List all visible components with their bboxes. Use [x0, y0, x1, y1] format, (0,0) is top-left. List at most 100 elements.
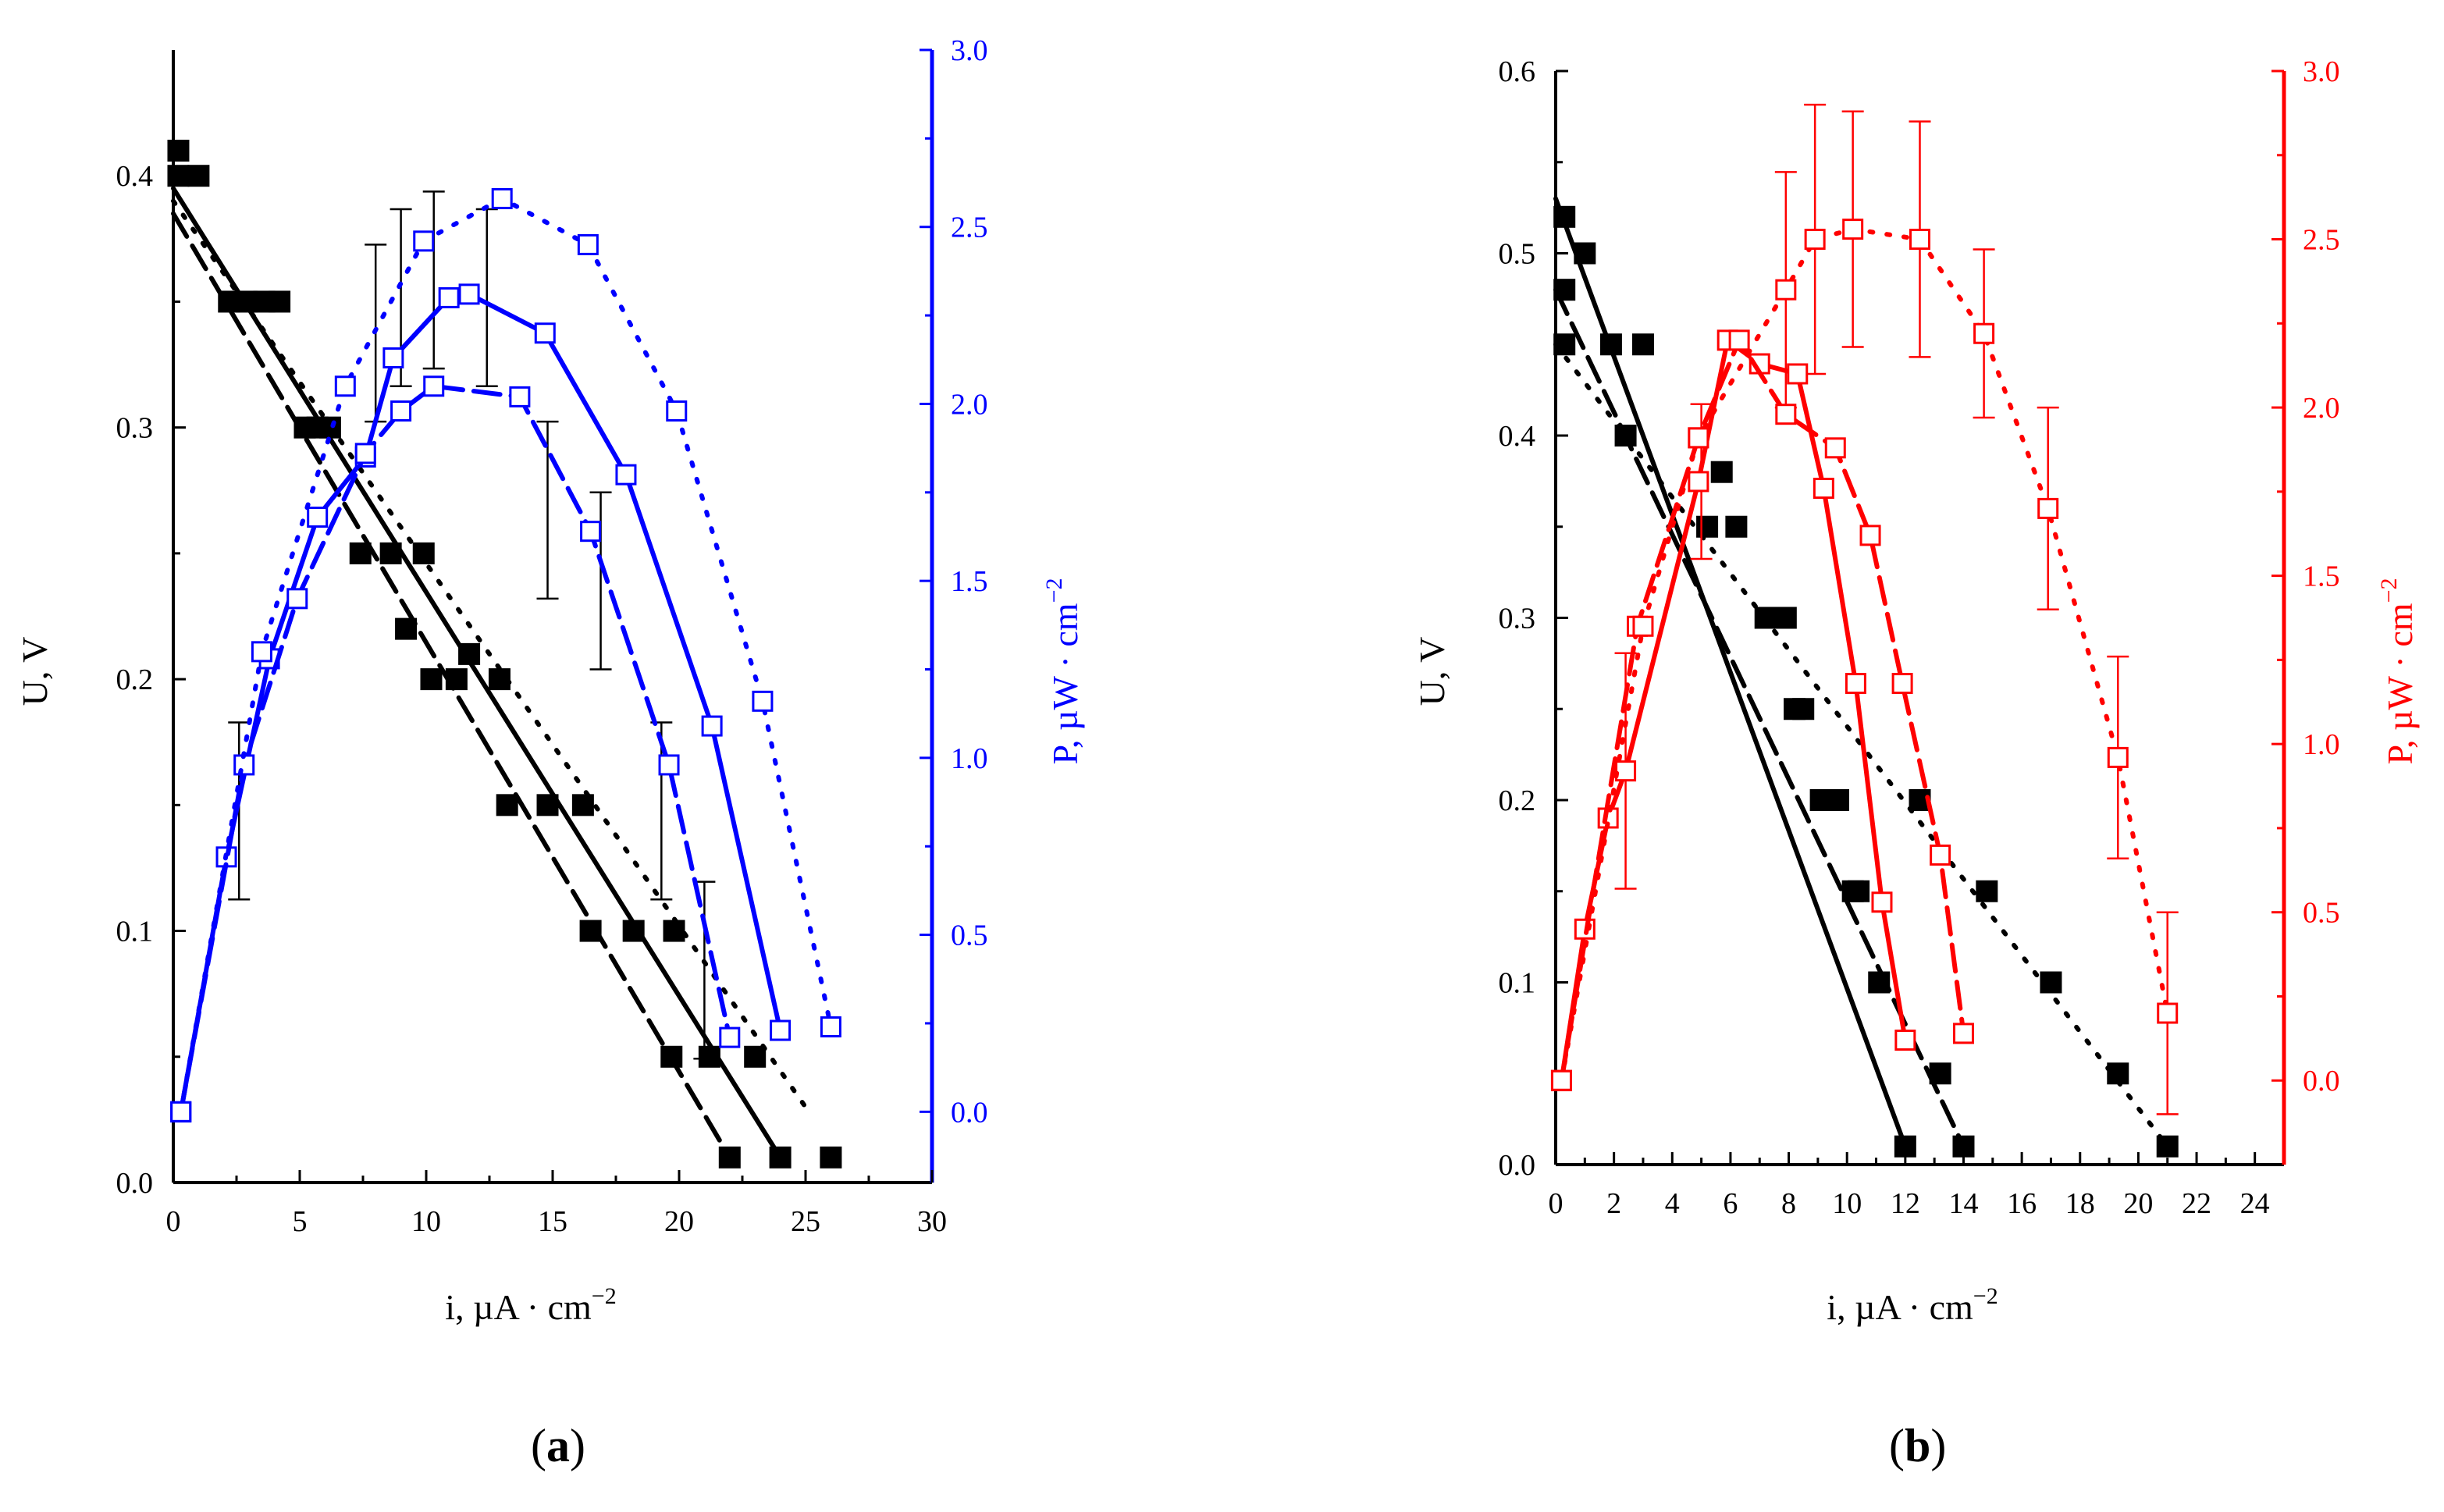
- power-point: [534, 322, 556, 344]
- power-point: [752, 690, 774, 712]
- y-left-tick-label: 0.3: [116, 412, 154, 445]
- power-point: [1845, 673, 1866, 695]
- voltage-point: [1574, 242, 1596, 265]
- panel-a-letter: a: [546, 1420, 570, 1471]
- power-point: [820, 1016, 841, 1037]
- x-tick-label: 30: [917, 1205, 947, 1238]
- power-curve: [178, 383, 732, 1115]
- x-tick-label: 20: [664, 1205, 694, 1238]
- x-axis-label: i, µA · cm−2: [445, 1283, 616, 1327]
- y-left-tick-label: 0.0: [1499, 1149, 1536, 1182]
- voltage-point: [820, 1146, 842, 1169]
- y-right-tick-label: 3.0: [951, 34, 988, 67]
- power-point: [438, 286, 460, 308]
- power-curve: [1559, 226, 2170, 1083]
- voltage-point: [2040, 971, 2062, 994]
- power-point: [2107, 746, 2129, 768]
- power-point: [1891, 673, 1913, 695]
- voltage-point: [536, 794, 559, 816]
- x-tick-label: 0: [1549, 1187, 1564, 1220]
- voltage-point: [744, 1045, 767, 1068]
- power-point: [286, 588, 308, 610]
- x-axis-label-sup: −2: [1973, 1283, 1998, 1309]
- voltage-point: [1929, 1062, 1951, 1085]
- voltage-fit-line: [1553, 342, 2170, 1149]
- voltage-point: [349, 542, 372, 564]
- power-point: [1804, 229, 1826, 251]
- power-point: [1550, 1069, 1572, 1091]
- chart-panel-b: 0 2 4 6 8 10 12 14 16 18 20 22 240.00.10.20.30.40.50…: [1412, 55, 2420, 1327]
- voltage-point: [698, 1045, 720, 1068]
- power-point: [1775, 404, 1797, 425]
- y-left-tick-label: 0.3: [1499, 603, 1536, 635]
- chart-panel-a: 0 5 10 15 20 25 30 0.0 0.1 0.2 0.3 0.4 0.0 0.5 1.0 1.5 2…: [15, 34, 1085, 1327]
- y-left-axis-label: U, V: [1412, 637, 1452, 706]
- y-left-tick-label: 0.4: [1499, 420, 1536, 453]
- power-point: [1871, 891, 1893, 913]
- power-point: [423, 375, 445, 397]
- voltage-point: [1710, 461, 1733, 483]
- power-point: [1909, 229, 1930, 251]
- voltage-point: [1792, 698, 1815, 720]
- power-point: [1859, 525, 1881, 546]
- y-left-tick-label: 0.2: [116, 664, 154, 696]
- y-right-tick-label: 1.5: [2303, 560, 2340, 593]
- power-point: [170, 1101, 192, 1122]
- voltage-point: [1827, 789, 1850, 811]
- y-right-tick-label: 0.5: [951, 920, 988, 952]
- y-right-tick-label: 1.5: [951, 565, 988, 598]
- x-tick-label: 10: [411, 1205, 441, 1238]
- voltage-point: [579, 920, 602, 942]
- panel-b-letter: b: [1904, 1420, 1931, 1471]
- y-left-axis-label: U, V: [15, 637, 55, 706]
- y-right-tick-label: 0.0: [2303, 1065, 2340, 1098]
- power-point: [1632, 615, 1654, 637]
- y-right-tick-label: 1.0: [951, 742, 988, 775]
- x-tick-label: 4: [1665, 1187, 1680, 1220]
- x-tick-label: 5: [293, 1205, 308, 1238]
- x-tick-label: 2: [1606, 1187, 1621, 1220]
- power-point: [1813, 478, 1834, 500]
- voltage-point: [769, 1146, 792, 1169]
- y-right-tick-label: 2.0: [2303, 392, 2340, 425]
- power-point: [1824, 437, 1846, 459]
- power-point: [491, 187, 513, 209]
- power-point: [666, 400, 688, 422]
- power-point: [615, 464, 637, 486]
- voltage-point: [458, 642, 481, 665]
- voltage-point: [1553, 205, 1576, 228]
- voltage-point: [718, 1146, 741, 1169]
- panel-label-b: (b): [1889, 1420, 1947, 1471]
- voltage-point: [167, 165, 190, 187]
- power-point: [1973, 322, 1995, 344]
- voltage-point: [420, 668, 443, 691]
- voltage-fit-line: [1553, 196, 1908, 1149]
- power-curve: [1559, 337, 1966, 1083]
- x-tick-label: 8: [1781, 1187, 1796, 1220]
- y-left-tick-label: 0.2: [1499, 784, 1536, 817]
- power-point: [658, 754, 680, 776]
- power-point: [1842, 219, 1864, 240]
- power-point: [2157, 1002, 2179, 1024]
- power-point: [251, 641, 272, 663]
- x-tick-label: 20: [2123, 1187, 2153, 1220]
- y-right-tick-label: 0.0: [951, 1096, 988, 1129]
- voltage-fit-line: [171, 198, 808, 1110]
- power-point: [1787, 363, 1809, 385]
- voltage-point: [2156, 1135, 2179, 1158]
- y-right-axis-label: P, µW · cm−2: [2376, 578, 2420, 764]
- voltage-point: [253, 290, 276, 313]
- voltage-point: [1553, 279, 1576, 301]
- voltage-point: [488, 668, 511, 691]
- voltage-point: [412, 542, 435, 564]
- x-tick-label: 0: [166, 1205, 181, 1238]
- y-right-tick-label: 2.5: [2303, 224, 2340, 257]
- power-point: [1615, 760, 1637, 782]
- y-left-tick-label: 0.4: [116, 160, 154, 193]
- power-point: [1930, 844, 1951, 866]
- x-tick-label: 16: [2007, 1187, 2037, 1220]
- power-point: [1688, 427, 1709, 449]
- power-point: [719, 1026, 741, 1048]
- y-left-tick-label: 0.0: [116, 1167, 154, 1200]
